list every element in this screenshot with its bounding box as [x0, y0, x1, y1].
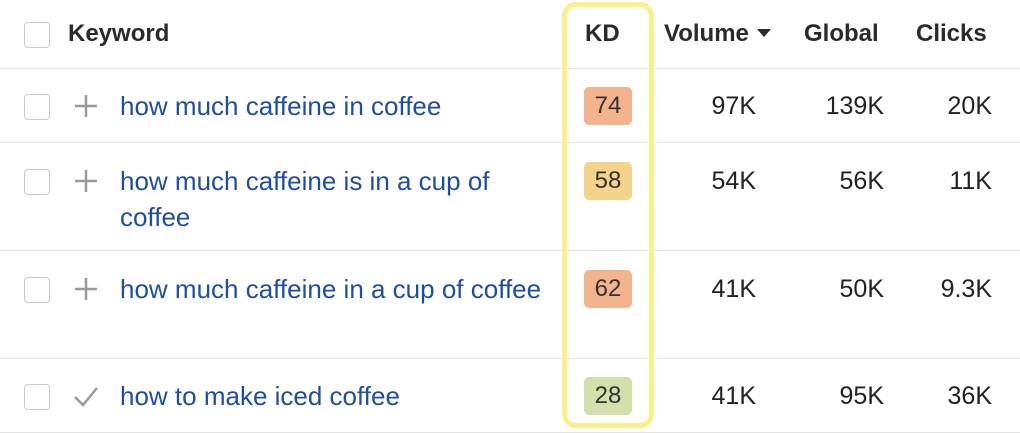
table-row: how to make iced coffee 28 41K 95K 36K — [0, 359, 1020, 433]
plus-icon[interactable] — [72, 167, 100, 195]
column-header-volume[interactable]: Volume — [664, 20, 771, 48]
clicks-value: 36K — [947, 382, 992, 410]
keyword-link[interactable]: how much caffeine in coffee — [120, 91, 442, 121]
kd-badge: 74 — [584, 87, 632, 125]
kd-badge: 28 — [584, 377, 632, 415]
row-checkbox[interactable] — [24, 384, 50, 410]
row-checkbox[interactable] — [24, 94, 50, 120]
table-row: how much caffeine in a cup of coffee 62 … — [0, 251, 1020, 359]
checkmark-icon[interactable] — [72, 382, 100, 410]
column-header-clicks[interactable]: Clicks — [916, 20, 987, 47]
row-checkbox[interactable] — [24, 277, 50, 303]
global-value: 50K — [839, 275, 884, 303]
table-header: Keyword KD Volume Global Clicks — [0, 0, 1020, 69]
column-header-kd[interactable]: KD — [585, 20, 620, 47]
kd-badge: 62 — [584, 270, 632, 308]
plus-icon[interactable] — [72, 275, 100, 303]
global-value: 56K — [839, 167, 884, 195]
keyword-link[interactable]: how to make iced coffee — [120, 381, 400, 411]
column-header-volume-label: Volume — [664, 20, 749, 47]
volume-value: 41K — [711, 275, 756, 303]
column-header-global[interactable]: Global — [804, 20, 879, 47]
sort-desc-icon — [756, 28, 771, 37]
clicks-value: 11K — [949, 167, 992, 195]
volume-value: 97K — [711, 92, 756, 120]
clicks-value: 20K — [947, 92, 992, 120]
global-value: 95K — [839, 382, 884, 410]
global-value: 139K — [825, 92, 884, 120]
table-row: how much caffeine in coffee 74 97K 139K … — [0, 69, 1020, 143]
kd-badge: 58 — [584, 162, 632, 200]
volume-value: 41K — [711, 382, 756, 410]
plus-icon[interactable] — [72, 92, 100, 120]
keyword-link[interactable]: how much caffeine is in a cup of coffee — [120, 166, 490, 232]
select-all-checkbox[interactable] — [24, 22, 50, 48]
clicks-value: 9.3K — [940, 275, 992, 303]
row-checkbox[interactable] — [24, 169, 50, 195]
keyword-link[interactable]: how much caffeine in a cup of coffee — [120, 274, 542, 304]
table-row: how much caffeine is in a cup of coffee … — [0, 143, 1020, 251]
volume-value: 54K — [711, 167, 756, 195]
column-header-keyword[interactable]: Keyword — [68, 20, 170, 47]
